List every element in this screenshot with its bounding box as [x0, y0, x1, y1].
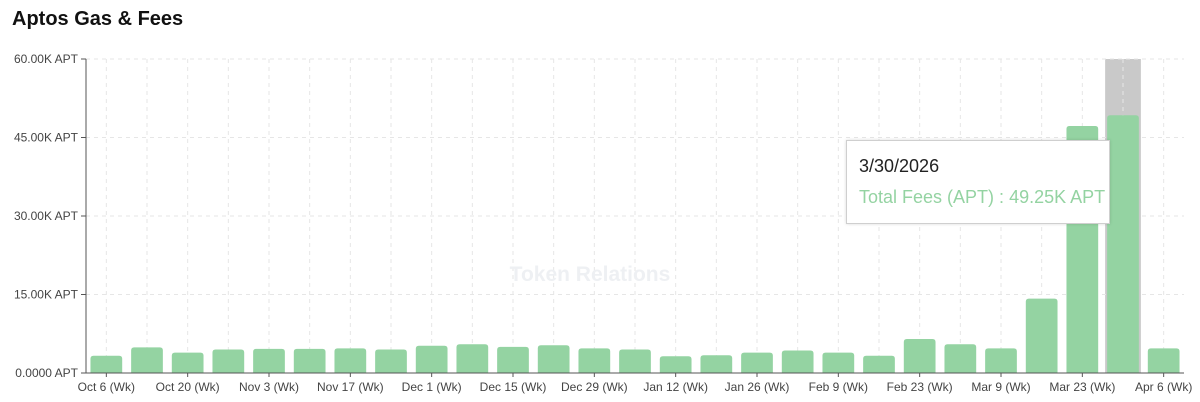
bar — [253, 348, 285, 373]
bar — [822, 352, 855, 373]
bar — [903, 338, 936, 373]
x-tick-label: Jan 12 (Wk) — [643, 380, 708, 394]
y-tick-label: 15.00K APT — [14, 288, 79, 302]
bar — [537, 345, 570, 373]
bar — [619, 349, 651, 373]
axes: 0.0000 APT 15.00K APT 30.00K APT 45.00K APT… — [14, 52, 1192, 394]
tooltip-value-row: Total Fees (APT) : 49.25K APT — [859, 187, 1105, 208]
bar — [1147, 348, 1180, 373]
y-tick-label: 30.00K APT — [14, 209, 79, 223]
bar — [131, 347, 163, 373]
y-tick-label: 0.0000 APT — [15, 366, 78, 380]
x-tick-label: Oct 6 (Wk) — [78, 380, 135, 394]
tooltip-series-label: Total Fees (APT) — [859, 187, 995, 207]
x-tick-label: Feb 23 (Wk) — [887, 380, 953, 394]
bar — [375, 349, 407, 373]
y-tick-label: 60.00K APT — [14, 52, 79, 66]
chart-title: Aptos Gas & Fees — [12, 8, 184, 30]
bar — [90, 355, 123, 373]
y-tick-label: 45.00K APT — [14, 131, 79, 145]
bar — [863, 355, 895, 373]
x-tick-label: Jan 26 (Wk) — [725, 380, 790, 394]
tooltip: 3/30/2026 Total Fees (APT) : 49.25K APT — [846, 140, 1110, 224]
x-tick-label: Nov 3 (Wk) — [239, 380, 299, 394]
bar — [1107, 115, 1139, 373]
bar — [171, 352, 204, 373]
tooltip-separator: : — [994, 187, 1010, 207]
bar — [456, 344, 489, 373]
x-tick-label: Apr 6 (Wk) — [1135, 380, 1192, 394]
x-tick-label: Feb 9 (Wk) — [809, 380, 868, 394]
x-tick-label: Oct 20 (Wk) — [156, 380, 220, 394]
bar — [944, 344, 977, 373]
bar — [700, 355, 733, 373]
x-tick-label: Mar 9 (Wk) — [971, 380, 1030, 394]
bar — [1025, 298, 1058, 373]
bar — [497, 346, 529, 373]
x-tick-label: Mar 23 (Wk) — [1049, 380, 1115, 394]
bar — [741, 352, 773, 373]
tooltip-value: 49.25K APT — [1009, 187, 1106, 207]
bar — [659, 356, 692, 373]
x-tick-label: Nov 17 (Wk) — [317, 380, 384, 394]
x-tick-label: Dec 1 (Wk) — [402, 380, 462, 394]
tooltip-date: 3/30/2026 — [859, 156, 940, 176]
bar — [212, 349, 245, 373]
bar — [415, 345, 448, 373]
bar — [293, 348, 326, 373]
x-tick-label: Dec 29 (Wk) — [561, 380, 628, 394]
bar — [334, 348, 367, 373]
bar — [781, 350, 814, 373]
bar — [985, 348, 1017, 373]
x-tick-label: Dec 15 (Wk) — [480, 380, 547, 394]
bar-series — [90, 115, 1180, 373]
bar — [578, 348, 611, 373]
watermark: Token Relations — [510, 263, 671, 286]
